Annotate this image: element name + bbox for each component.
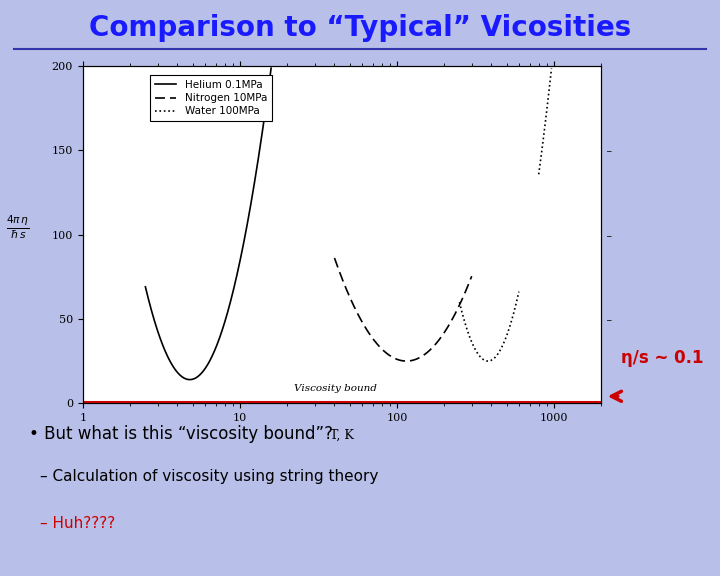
Helium 0.1MPa xyxy=(265,78,274,85)
Nitrogen 10MPa xyxy=(414,355,423,362)
Water 100MPa xyxy=(455,299,464,306)
Line: Nitrogen 10MPa: Nitrogen 10MPa xyxy=(335,258,472,361)
Line: Helium 0.1MPa: Helium 0.1MPa xyxy=(145,68,271,380)
Helium 0.1MPa xyxy=(141,283,150,290)
Text: – Huh????: – Huh???? xyxy=(40,516,115,530)
Water 100MPa xyxy=(470,344,479,351)
Text: Viscosity bound: Viscosity bound xyxy=(294,384,377,393)
Nitrogen 10MPa xyxy=(446,319,455,325)
Nitrogen 10MPa xyxy=(467,273,476,280)
Water 100MPa xyxy=(491,354,500,361)
Helium 0.1MPa xyxy=(177,373,186,380)
Text: Comparison to “Typical” Vicosities: Comparison to “Typical” Vicosities xyxy=(89,14,631,43)
Helium 0.1MPa xyxy=(228,289,237,296)
Text: $\frac{4\pi\,\eta}{\hbar\,s}$: $\frac{4\pi\,\eta}{\hbar\,s}$ xyxy=(6,214,30,241)
Line: Water 100MPa: Water 100MPa xyxy=(459,291,519,361)
Text: η/s ~ 0.1: η/s ~ 0.1 xyxy=(621,349,703,367)
Text: • But what is this “viscosity bound”?: • But what is this “viscosity bound”? xyxy=(29,425,333,443)
Nitrogen 10MPa xyxy=(420,351,429,358)
X-axis label: T, K: T, K xyxy=(330,429,354,441)
Helium 0.1MPa xyxy=(189,376,197,382)
Water 100MPa xyxy=(485,358,493,365)
Nitrogen 10MPa xyxy=(395,357,403,363)
Helium 0.1MPa xyxy=(158,342,167,349)
Nitrogen 10MPa xyxy=(415,354,423,361)
Water 100MPa xyxy=(491,354,500,361)
Text: – Calculation of viscosity using string theory: – Calculation of viscosity using string … xyxy=(40,469,378,484)
Legend: Helium 0.1MPa, Nitrogen 10MPa, Water 100MPa: Helium 0.1MPa, Nitrogen 10MPa, Water 100… xyxy=(150,75,272,122)
Water 100MPa xyxy=(515,288,523,295)
Nitrogen 10MPa xyxy=(330,255,339,262)
Water 100MPa xyxy=(484,358,492,365)
Nitrogen 10MPa xyxy=(402,358,411,365)
Water 100MPa xyxy=(464,331,473,338)
Nitrogen 10MPa xyxy=(374,342,382,348)
Water 100MPa xyxy=(508,313,517,320)
